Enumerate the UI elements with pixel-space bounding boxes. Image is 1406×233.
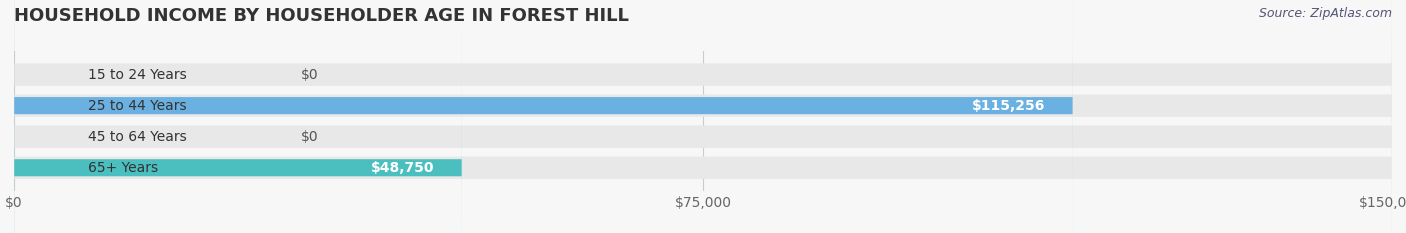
Text: $0: $0 (301, 68, 319, 82)
Text: $0: $0 (301, 130, 319, 144)
FancyBboxPatch shape (14, 0, 463, 233)
FancyBboxPatch shape (14, 0, 1392, 233)
Text: HOUSEHOLD INCOME BY HOUSEHOLDER AGE IN FOREST HILL: HOUSEHOLD INCOME BY HOUSEHOLDER AGE IN F… (14, 7, 628, 25)
Text: 65+ Years: 65+ Years (87, 161, 157, 175)
FancyBboxPatch shape (14, 0, 1392, 233)
FancyBboxPatch shape (14, 0, 1392, 233)
FancyBboxPatch shape (14, 0, 1073, 233)
Text: Source: ZipAtlas.com: Source: ZipAtlas.com (1258, 7, 1392, 20)
Text: $48,750: $48,750 (371, 161, 434, 175)
Text: $115,256: $115,256 (972, 99, 1045, 113)
Text: 25 to 44 Years: 25 to 44 Years (87, 99, 186, 113)
FancyBboxPatch shape (14, 0, 1392, 233)
Text: 15 to 24 Years: 15 to 24 Years (87, 68, 187, 82)
Text: 45 to 64 Years: 45 to 64 Years (87, 130, 187, 144)
